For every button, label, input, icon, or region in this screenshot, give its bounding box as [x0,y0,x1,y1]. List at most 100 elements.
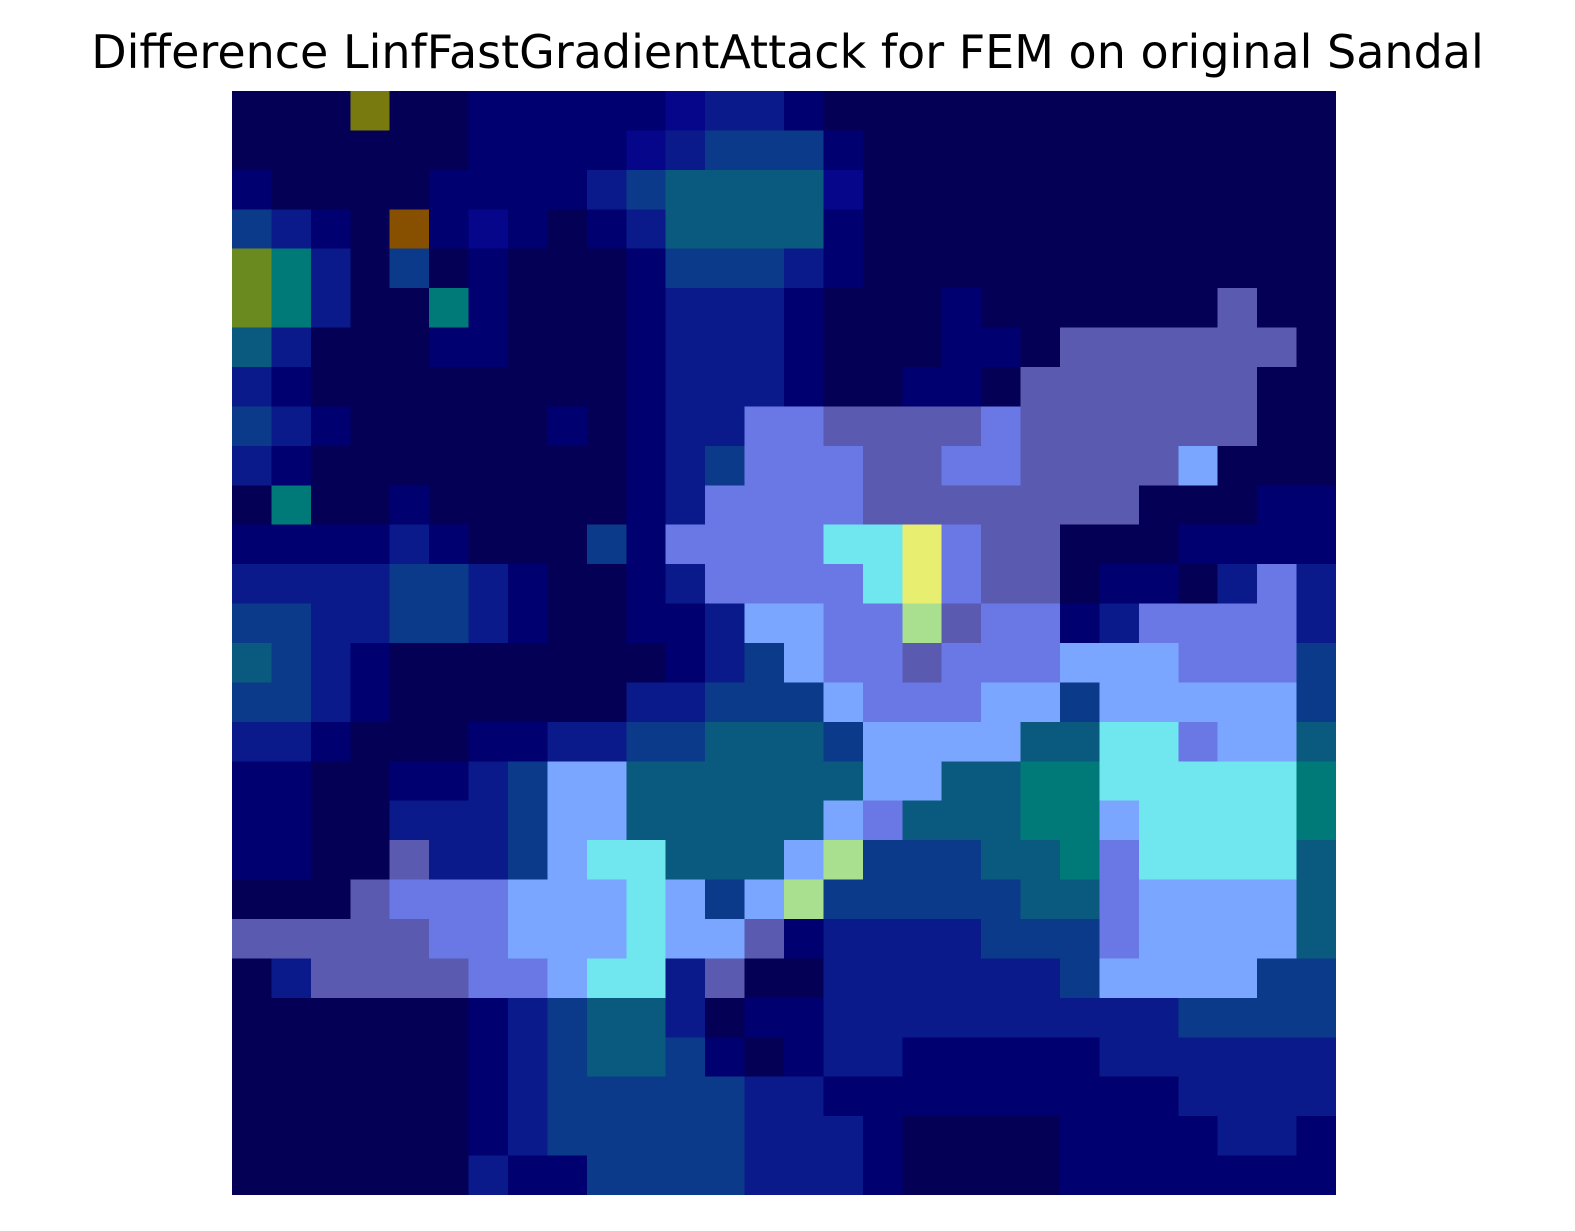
heatmap-cell [1020,1037,1061,1078]
heatmap-cell [941,997,982,1039]
heatmap-cell [1217,840,1258,881]
heatmap-cell [389,1037,430,1078]
heatmap-cell [1217,1037,1258,1078]
heatmap-cell [1217,721,1258,763]
heatmap-cell [586,721,628,763]
heatmap-cell [232,682,273,723]
heatmap-cell [1217,1076,1258,1117]
heatmap-cell [1296,643,1336,684]
heatmap-cell [586,643,628,684]
heatmap-cell [547,91,588,132]
heatmap-cell [1257,682,1298,723]
heatmap-cell [429,603,470,644]
heatmap-cell [1020,761,1061,802]
heatmap-cell [744,327,785,368]
heatmap-cell [508,919,549,960]
heatmap-cell [310,91,352,132]
heatmap-cell [350,800,391,841]
heatmap-cell [665,840,706,881]
heatmap-cell [1020,288,1061,329]
heatmap-cell [1060,643,1101,684]
heatmap-cell [1296,288,1336,329]
heatmap-cell [586,997,628,1039]
heatmap-cell [902,603,943,644]
heatmap-cell [547,169,588,211]
heatmap-cell [1178,682,1219,723]
heatmap-cell [862,643,904,684]
heatmap-cell [310,1037,352,1078]
heatmap-cell [586,367,628,408]
heatmap-cell [705,288,746,329]
heatmap-cell [1020,406,1061,447]
heatmap-cell [941,682,982,723]
heatmap-cell [429,919,470,960]
heatmap-cell [902,288,943,329]
heatmap-cell [271,1155,312,1195]
heatmap-cell [547,840,588,881]
heatmap-cell [1178,1037,1219,1078]
heatmap-cell [1020,958,1061,999]
heatmap-cell [705,603,746,644]
heatmap-cell [350,761,391,802]
heatmap-cell [310,327,352,368]
heatmap-cell [862,91,904,132]
heatmap-cell [271,643,312,684]
heatmap-cell [350,919,391,960]
heatmap-cell [310,997,352,1039]
heatmap-cell [271,327,312,368]
heatmap-cell [1138,643,1180,684]
heatmap-cell [823,840,864,881]
heatmap-cell [232,1076,273,1117]
heatmap-cell [981,169,1022,211]
heatmap-cell [350,1116,391,1157]
heatmap-cell [232,919,273,960]
heatmap-cell [429,958,470,999]
heatmap-cell [310,1076,352,1117]
heatmap-cell [1020,91,1061,132]
heatmap-cell [1296,721,1336,763]
heatmap-cell [981,1076,1022,1117]
heatmap-cell [823,169,864,211]
heatmap-cell [1257,445,1298,487]
heatmap-cell [1138,209,1180,250]
heatmap-cell [1296,800,1336,841]
heatmap-cell [1020,445,1061,487]
heatmap-cell [310,840,352,881]
heatmap-cell [271,169,312,211]
heatmap-cell [1138,721,1180,763]
heatmap-cell [271,721,312,763]
heatmap-cell [271,1116,312,1157]
heatmap-cell [981,840,1022,881]
heatmap-cell [1257,958,1298,999]
heatmap-cell [941,840,982,881]
heatmap-cell [902,958,943,999]
heatmap-cell [508,130,549,171]
heatmap-cell [784,130,825,171]
heatmap-cell [902,643,943,684]
heatmap-cell [1296,248,1336,289]
heatmap-cell [310,1116,352,1157]
heatmap-cell [271,800,312,841]
heatmap-cell [626,209,667,250]
heatmap-cell [823,564,864,605]
heatmap-cell [784,564,825,605]
heatmap-cell [705,524,746,565]
heatmap-cell [1217,643,1258,684]
heatmap-cell [508,327,549,368]
heatmap-cell [586,169,628,211]
heatmap-cell [626,682,667,723]
heatmap-cell [862,130,904,171]
heatmap-cell [823,682,864,723]
heatmap-cell [705,564,746,605]
heatmap-cell [626,288,667,329]
heatmap-cell [626,997,667,1039]
heatmap-cell [389,485,430,526]
heatmap-cell [429,406,470,447]
heatmap-cell [902,1116,943,1157]
heatmap-cell [784,209,825,250]
heatmap-cell [1178,1116,1219,1157]
heatmap-cell [429,879,470,920]
heatmap-cell [1020,248,1061,289]
heatmap-cell [862,1116,904,1157]
heatmap-cell [508,406,549,447]
